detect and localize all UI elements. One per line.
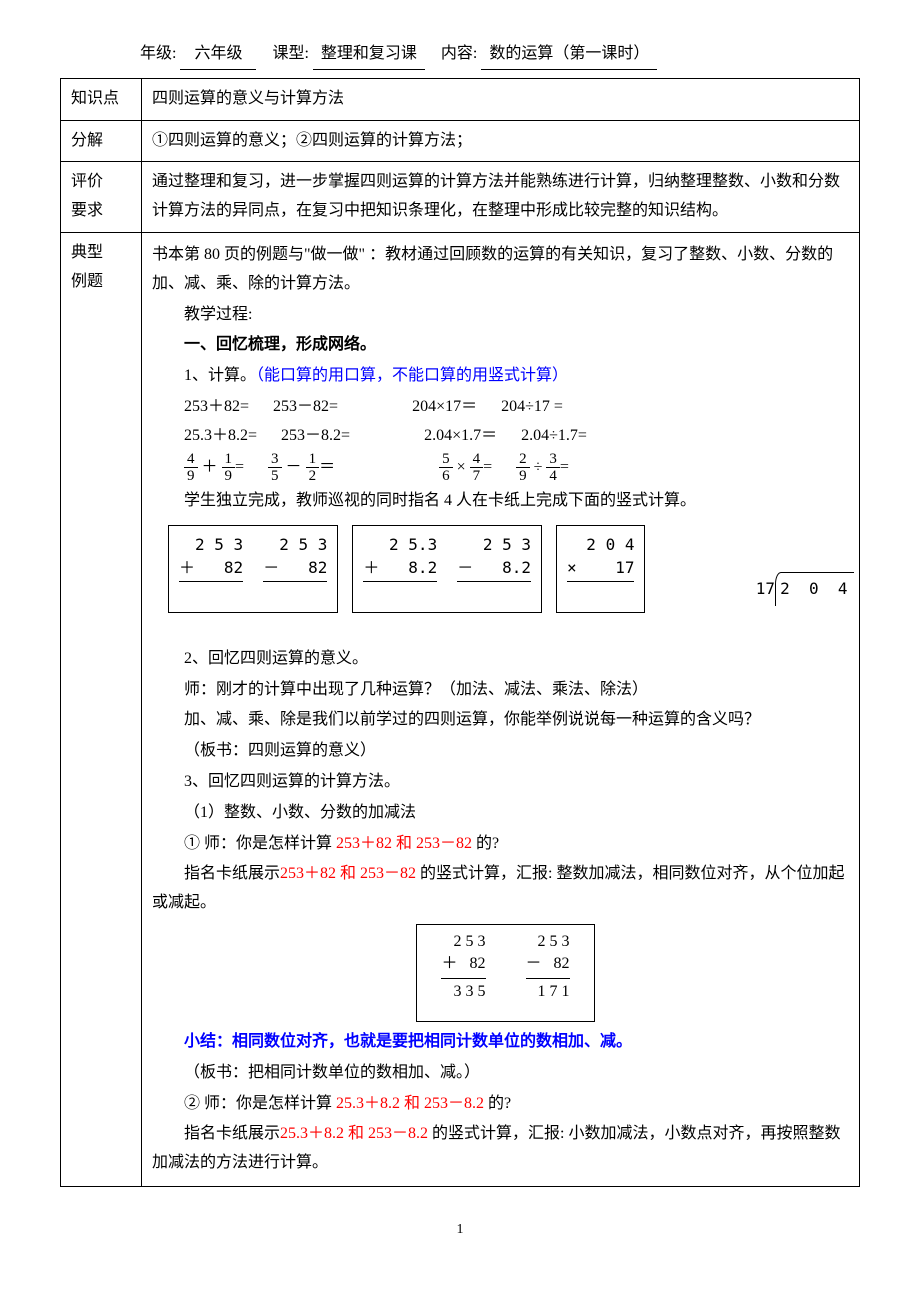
- result-box: 2 5 3＋ 823 3 5 2 5 3－ 821 7 1: [416, 924, 594, 1022]
- calc-item: 25.3＋8.2=: [184, 422, 257, 451]
- body-text: ① 师：你是怎样计算 253＋82 和 253－82 的?: [152, 830, 849, 859]
- calc-item: 253＋82=: [184, 393, 249, 422]
- vertical-box: 2 5.3＋ 8.2 2 5 3－ 8.2: [352, 525, 542, 613]
- row-label: 评价 要求: [61, 162, 142, 233]
- calc-item: 35 － 12＝: [268, 451, 335, 485]
- lesson-table: 知识点 四则运算的意义与计算方法 分解 ①四则运算的意义；②四则运算的计算方法；…: [60, 78, 860, 1187]
- vertical-box: 2 0 4× 17: [556, 525, 645, 613]
- grade-label: 年级:: [140, 45, 176, 62]
- calc-item: 56 × 47=: [439, 451, 492, 485]
- table-row: 典型 例题 书本第 80 页的例题与"做一做" ：教材通过回顾数的运算的有关知识…: [61, 232, 860, 1186]
- content-label: 内容:: [441, 45, 477, 62]
- vertical-box: 2 5 3＋ 82 2 5 3－ 82: [168, 525, 338, 613]
- after-calc-text: 学生独立完成，教师巡视的同时指名 4 人在卡纸上完成下面的竖式计算。: [152, 487, 849, 516]
- summary-text: 小结：相同数位对齐，也就是要把相同计数单位的数相加、减。: [152, 1028, 849, 1057]
- result-container: 2 5 3＋ 823 3 5 2 5 3－ 821 7 1: [152, 924, 849, 1022]
- body-text: 指名卡纸展示 25.3＋8.2 和 253－8.2 的竖式计算，汇报: 小数加减…: [152, 1120, 849, 1178]
- body-text: 加、减、乘、除是我们以前学过的四则运算，你能举例说说每一种运算的含义吗？: [152, 706, 849, 735]
- content-value: 数的运算（第一课时）: [481, 40, 657, 70]
- table-row: 评价 要求 通过整理和复习，进一步掌握四则运算的计算方法并能熟练进行计算，归纳整…: [61, 162, 860, 233]
- body-text: （板书：把相同计数单位的数相加、减。）: [152, 1059, 849, 1088]
- process-label: 教学过程:: [152, 301, 849, 330]
- row-content: ①四则运算的意义；②四则运算的计算方法；: [142, 120, 860, 162]
- grade-value: 六年级: [180, 40, 256, 70]
- body-text: 指名卡纸展示 253＋82 和 253－82 的竖式计算，汇报: 整数加减法，相…: [152, 860, 849, 918]
- intro-text: 书本第 80 页的例题与"做一做" ：教材通过回顾数的运算的有关知识，复习了整数…: [152, 241, 849, 299]
- calc-item: 2.04×1.7＝: [424, 422, 497, 451]
- table-row: 知识点 四则运算的意义与计算方法: [61, 78, 860, 120]
- main-content-cell: 书本第 80 页的例题与"做一做" ：教材通过回顾数的运算的有关知识，复习了整数…: [142, 232, 860, 1186]
- type-label: 课型:: [272, 45, 308, 62]
- type-value: 整理和复习课: [313, 40, 425, 70]
- vertical-work-row: 2 5 3＋ 82 2 5 3－ 82 2 5.3＋ 8.2 2 5 3－ 8.…: [168, 525, 849, 634]
- row-label: 分解: [61, 120, 142, 162]
- calc-item: 253－8.2=: [281, 422, 350, 451]
- calc-row-frac: 49 ＋ 19= 35 － 12＝ 56 × 47= 29 ÷ 34=: [184, 451, 849, 485]
- calc-item: 2.04÷1.7=: [521, 422, 587, 451]
- calc-row-dec: 25.3＋8.2= 253－8.2= 2.04×1.7＝ 2.04÷1.7=: [184, 422, 849, 451]
- calc-row-int: 253＋82= 253－82= 204×17＝ 204÷17 =: [184, 393, 849, 422]
- body-text: （1）整数、小数、分数的加减法: [152, 799, 849, 828]
- row-label: 知识点: [61, 78, 142, 120]
- table-row: 分解 ①四则运算的意义；②四则运算的计算方法；: [61, 120, 860, 162]
- calc-item: 204×17＝: [412, 393, 477, 422]
- calc-item: 29 ÷ 34=: [516, 451, 569, 485]
- row-content: 四则运算的意义与计算方法: [142, 78, 860, 120]
- question-3: 3、回忆四则运算的计算方法。: [152, 768, 849, 797]
- row-content: 通过整理和复习，进一步掌握四则运算的计算方法并能熟练进行计算，归纳整理整数、小数…: [142, 162, 860, 233]
- calc-item: 49 ＋ 19=: [184, 451, 244, 485]
- document-header: 年级: 六年级 课型: 整理和复习课 内容: 数的运算（第一课时）: [140, 40, 860, 70]
- long-division: 172 0 4: [659, 525, 853, 634]
- body-text: 师：刚才的计算中出现了几种运算？（加法、减法、乘法、除法）: [152, 676, 849, 705]
- question-1: 1、计算。（能口算的用口算，不能口算的用竖式计算）: [152, 362, 849, 391]
- section-title: 一、回忆梳理，形成网络。: [152, 331, 849, 360]
- body-text: ② 师：你是怎样计算 25.3＋8.2 和 253－8.2 的?: [152, 1090, 849, 1119]
- calc-item: 253－82=: [273, 393, 338, 422]
- question-2: 2、回忆四则运算的意义。: [152, 645, 849, 674]
- row-label: 典型 例题: [61, 232, 142, 1186]
- page-number: 1: [60, 1217, 860, 1242]
- calc-item: 204÷17 =: [501, 393, 563, 422]
- body-text: （板书：四则运算的意义）: [152, 737, 849, 766]
